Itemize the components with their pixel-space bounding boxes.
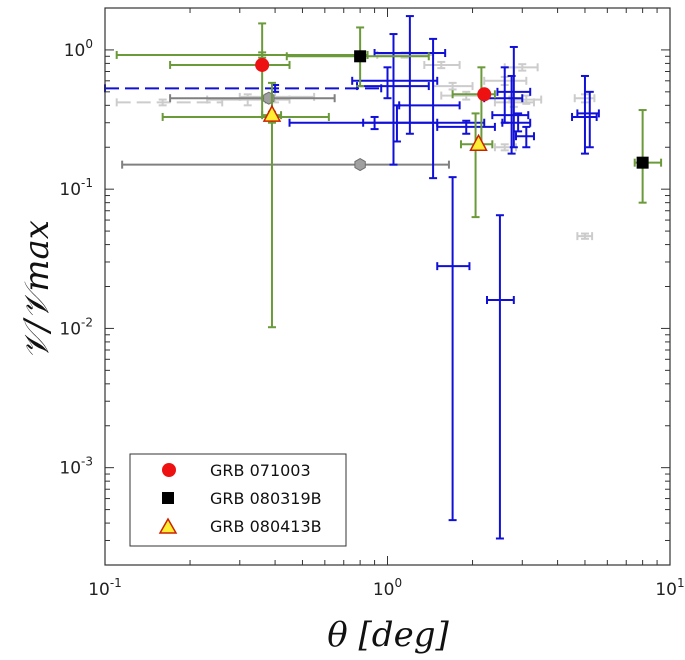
y-axis-label: 𝒱/𝒱max — [17, 220, 57, 360]
y-tick-label: 100 — [64, 37, 93, 61]
error-bar-point — [288, 115, 486, 131]
highlight-triangle-markers — [262, 104, 488, 152]
error-bar-point — [436, 119, 496, 135]
error-bar-point — [351, 66, 439, 100]
grb-080319b-marker — [636, 156, 649, 169]
legend-square-marker — [162, 492, 174, 504]
y-tick-label: 10-1 — [59, 176, 93, 200]
legend-label-3: GRB 080413B — [210, 517, 322, 536]
error-bar-point — [496, 45, 532, 149]
error-bar-point — [115, 98, 224, 107]
legend: GRB 071003 GRB 080319B GRB 080413B — [129, 453, 347, 547]
highlight-circle-markers — [255, 57, 492, 102]
data-series — [104, 15, 663, 540]
error-bar-point — [485, 214, 515, 540]
x-axis-label-text: θ [deg] — [327, 615, 449, 655]
error-bar-point — [491, 74, 530, 155]
y-axis-label-text: 𝒱/𝒱max — [17, 220, 57, 360]
y-tick-label: 10-2 — [59, 315, 93, 339]
grb-080413b-marker — [262, 104, 282, 122]
error-bar-point — [571, 74, 598, 155]
plot-frame — [104, 7, 671, 566]
legend-triangle-marker — [158, 517, 178, 534]
grb-071003-marker — [477, 87, 492, 102]
axis-ticks — [104, 7, 670, 566]
error-bar-point — [238, 90, 316, 104]
y-tick-label: 10-3 — [59, 455, 93, 479]
grb-071003-marker — [255, 57, 270, 72]
legend-label-2: GRB 080319B — [210, 489, 322, 508]
x-tick-label: 10-1 — [88, 576, 122, 600]
error-bar-point — [398, 37, 461, 180]
tick-labels: 10-1 100 101 10-3 10-2 10-1 100 — [59, 37, 684, 600]
x-tick-label: 101 — [655, 576, 684, 600]
legend-circle-marker — [162, 463, 176, 477]
error-bar-point — [501, 112, 532, 133]
error-bar-point — [576, 232, 594, 241]
error-bar-point — [576, 90, 600, 149]
x-tick-label: 100 — [373, 576, 402, 600]
error-bar-point — [436, 176, 471, 522]
legend-label-1: GRB 071003 — [210, 461, 311, 480]
error-bar-point — [493, 143, 517, 152]
error-bar-point — [423, 60, 461, 70]
hexagon-marker — [354, 158, 366, 172]
series-lightgray-background — [115, 50, 596, 241]
grb-080413b-marker — [469, 133, 488, 152]
grb-080319b-marker — [354, 50, 367, 63]
x-axis-label: θ [deg] — [327, 615, 449, 655]
highlight-square-markers — [354, 50, 649, 169]
error-bar-point — [514, 125, 535, 149]
